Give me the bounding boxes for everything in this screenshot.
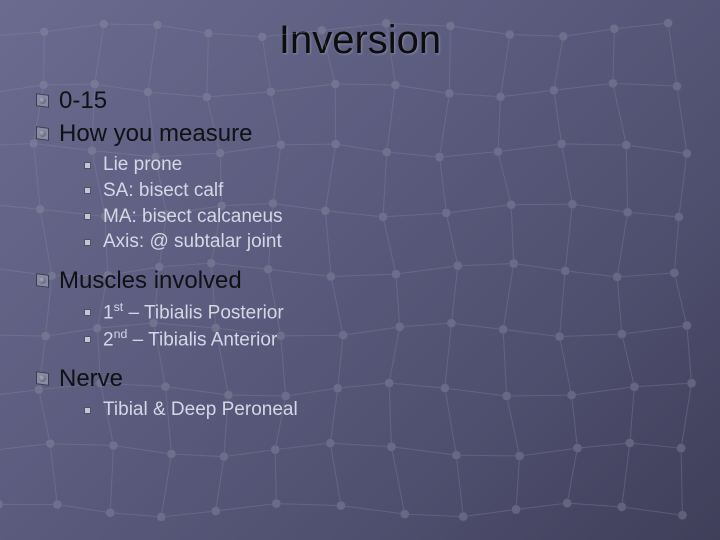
sub-list-item-label: 1st – Tibialis Posterior <box>103 299 284 326</box>
list-item: Nerve Tibial & Deep Peroneal <box>36 363 684 431</box>
sub-list: Tibial & Deep Peroneal <box>36 394 684 431</box>
list-item-label: Muscles involved <box>59 265 242 296</box>
sub-list-item: MA: bisect calcaneus <box>80 204 684 230</box>
sub-list: 1st – Tibialis Posterior2nd – Tibialis A… <box>36 296 684 361</box>
square-bullet-icon <box>84 407 91 414</box>
slide-title: Inversion <box>0 0 720 63</box>
bullet-list: 0-15How you measureLie proneSA: bisect c… <box>36 85 684 431</box>
sub-list: Lie proneSA: bisect calfMA: bisect calca… <box>36 149 684 263</box>
bullet-icon <box>36 274 49 287</box>
bullet-icon <box>36 94 49 107</box>
sub-list-item-label: Axis: @ subtalar joint <box>103 229 282 255</box>
sub-list-item: 1st – Tibialis Posterior <box>80 299 684 326</box>
list-item: How you measureLie proneSA: bisect calfM… <box>36 118 684 263</box>
square-bullet-icon <box>84 213 91 220</box>
square-bullet-icon <box>84 336 91 343</box>
square-bullet-icon <box>84 309 91 316</box>
list-item-label: How you measure <box>59 118 252 149</box>
sub-list-item: Tibial & Deep Peroneal <box>80 397 684 423</box>
sub-list-item: 2nd – Tibialis Anterior <box>80 326 684 353</box>
bullet-icon <box>36 127 49 140</box>
sub-list-item: Axis: @ subtalar joint <box>80 229 684 255</box>
sub-list-item-label: Lie prone <box>103 152 182 178</box>
square-bullet-icon <box>84 162 91 169</box>
slide-body: 0-15How you measureLie proneSA: bisect c… <box>0 63 720 431</box>
sub-list-item: Lie prone <box>80 152 684 178</box>
square-bullet-icon <box>84 187 91 194</box>
list-item-label: Nerve <box>59 363 123 394</box>
sub-list-item: SA: bisect calf <box>80 178 684 204</box>
sub-list-item-label: MA: bisect calcaneus <box>103 204 283 230</box>
bullet-icon <box>36 372 49 385</box>
list-item: Muscles involved1st – Tibialis Posterior… <box>36 265 684 361</box>
square-bullet-icon <box>84 239 91 246</box>
sub-list-item-label: SA: bisect calf <box>103 178 223 204</box>
sub-list-item-label: Tibial & Deep Peroneal <box>103 397 298 423</box>
list-item-label: 0-15 <box>59 85 107 116</box>
list-item: 0-15 <box>36 85 684 116</box>
sub-list-item-label: 2nd – Tibialis Anterior <box>103 326 277 353</box>
